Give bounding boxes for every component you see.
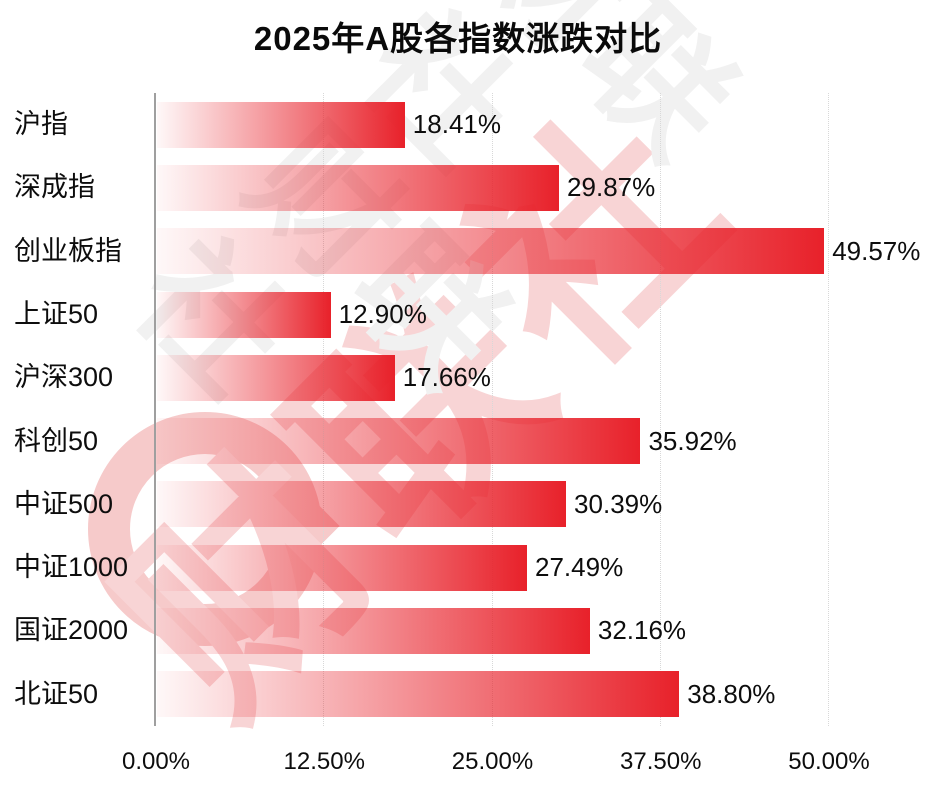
x-axis-ticks: 0.00% 12.50% 25.00% 37.50% 50.00% [0,748,935,778]
value-label: 30.39% [574,488,663,519]
bar [157,101,405,148]
gridline [828,93,829,726]
bar [157,418,641,465]
bar-row: 科创50 35.92% [0,410,935,473]
category-label: 中证1000 [14,552,129,583]
gridline [323,93,325,726]
bar-row: 沪指 18.41% [0,93,935,156]
x-tick-label: 12.50% [283,748,365,775]
value-label: 49.57% [832,235,921,266]
x-tick-label: 50.00% [788,748,870,775]
bar [157,481,567,528]
bar-row: 中证1000 27.49% [0,536,935,599]
bar [157,354,395,401]
bar [157,228,825,275]
category-label: 北证50 [14,678,99,709]
x-tick-label: 0.00% [121,748,191,775]
x-tick-label: 37.50% [620,748,702,775]
value-label: 35.92% [648,425,737,456]
category-label: 沪指 [14,109,68,139]
y-axis-line [154,93,156,726]
gridline [491,93,493,726]
bar-row: 上证50 12.90% [0,283,935,346]
value-label: 12.90% [338,298,427,329]
category-label: 国证2000 [14,615,129,646]
value-label: 29.87% [567,172,656,203]
bar [157,291,331,338]
category-label: 深成指 [14,172,95,203]
category-label: 中证500 [14,488,114,519]
value-label: 32.16% [597,615,687,646]
bar-row: 中证500 30.39% [0,473,935,536]
chart-title: 2025年A股各指数涨跌对比 [253,20,663,57]
bar-row: 沪深300 17.66% [0,346,935,409]
value-label: 17.66% [402,362,491,393]
bar-row: 深成指 29.87% [0,156,935,219]
bar-row: 国证2000 32.16% [0,599,935,662]
category-label: 创业板指 [14,235,122,266]
value-label: 27.49% [535,552,624,583]
value-label: 38.80% [687,678,776,709]
bar [157,671,680,718]
bar-row: 创业板指 49.57% [0,220,935,283]
category-label: 科创50 [14,425,99,456]
value-label: 18.41% [412,109,501,139]
bar [157,608,590,655]
bar [157,164,560,211]
bar [157,544,527,591]
x-tick-label: 25.00% [451,748,534,775]
category-label: 沪深300 [14,362,114,393]
bar-row: 北证50 38.80% [0,663,935,726]
plot-area: 沪指 18.41% 深成指 29.87% 创业板指 49.57% 上证50 12.90% 沪深3… [0,93,935,726]
category-label: 上证50 [14,298,99,329]
gridline [659,93,661,726]
